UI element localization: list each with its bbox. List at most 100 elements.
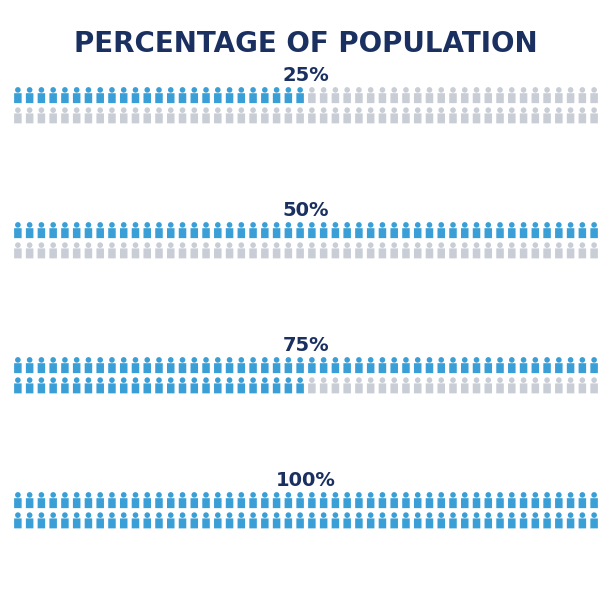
FancyBboxPatch shape	[591, 363, 598, 373]
FancyBboxPatch shape	[296, 498, 304, 508]
FancyBboxPatch shape	[143, 248, 151, 258]
FancyBboxPatch shape	[179, 383, 186, 394]
Circle shape	[192, 357, 197, 363]
Circle shape	[250, 87, 256, 92]
Circle shape	[368, 107, 373, 113]
Circle shape	[250, 378, 256, 383]
Circle shape	[321, 107, 326, 113]
Circle shape	[415, 512, 420, 518]
Circle shape	[485, 492, 491, 498]
Circle shape	[509, 242, 515, 248]
Circle shape	[403, 222, 409, 228]
Circle shape	[15, 87, 21, 92]
Circle shape	[485, 357, 491, 363]
Circle shape	[39, 378, 44, 383]
FancyBboxPatch shape	[555, 498, 562, 508]
Circle shape	[509, 512, 515, 518]
FancyBboxPatch shape	[390, 498, 398, 508]
FancyBboxPatch shape	[50, 363, 57, 373]
Circle shape	[321, 378, 326, 383]
FancyBboxPatch shape	[285, 363, 292, 373]
Circle shape	[144, 222, 150, 228]
FancyBboxPatch shape	[132, 93, 140, 103]
Circle shape	[379, 357, 385, 363]
Circle shape	[544, 87, 550, 92]
Circle shape	[144, 357, 150, 363]
FancyBboxPatch shape	[426, 248, 433, 258]
Circle shape	[50, 492, 56, 498]
FancyBboxPatch shape	[73, 363, 80, 373]
FancyBboxPatch shape	[61, 228, 69, 238]
Circle shape	[403, 512, 409, 518]
FancyBboxPatch shape	[555, 383, 562, 394]
Circle shape	[144, 378, 150, 383]
Circle shape	[27, 357, 32, 363]
FancyBboxPatch shape	[14, 383, 21, 394]
Circle shape	[332, 107, 338, 113]
FancyBboxPatch shape	[143, 498, 151, 508]
Circle shape	[250, 107, 256, 113]
FancyBboxPatch shape	[50, 93, 57, 103]
Circle shape	[509, 222, 515, 228]
Circle shape	[356, 87, 362, 92]
Circle shape	[203, 492, 209, 498]
FancyBboxPatch shape	[332, 248, 339, 258]
FancyBboxPatch shape	[496, 518, 504, 528]
FancyBboxPatch shape	[155, 228, 163, 238]
FancyBboxPatch shape	[73, 113, 80, 124]
Circle shape	[133, 87, 138, 92]
Circle shape	[556, 87, 562, 92]
FancyBboxPatch shape	[50, 498, 57, 508]
Circle shape	[556, 222, 562, 228]
Circle shape	[392, 107, 397, 113]
FancyBboxPatch shape	[50, 228, 57, 238]
Circle shape	[521, 242, 526, 248]
Circle shape	[544, 222, 550, 228]
FancyBboxPatch shape	[237, 363, 245, 373]
FancyBboxPatch shape	[108, 113, 116, 124]
Text: PERCENTAGE OF POPULATION: PERCENTAGE OF POPULATION	[74, 30, 538, 58]
FancyBboxPatch shape	[26, 363, 34, 373]
FancyBboxPatch shape	[438, 113, 445, 124]
Circle shape	[427, 492, 432, 498]
FancyBboxPatch shape	[308, 93, 316, 103]
FancyBboxPatch shape	[578, 248, 586, 258]
Circle shape	[15, 512, 21, 518]
FancyBboxPatch shape	[179, 228, 186, 238]
Circle shape	[133, 242, 138, 248]
Circle shape	[121, 242, 127, 248]
Circle shape	[544, 242, 550, 248]
Circle shape	[297, 378, 303, 383]
FancyBboxPatch shape	[296, 383, 304, 394]
Circle shape	[27, 378, 32, 383]
Circle shape	[156, 357, 162, 363]
FancyBboxPatch shape	[496, 363, 504, 373]
FancyBboxPatch shape	[343, 383, 351, 394]
FancyBboxPatch shape	[237, 498, 245, 508]
FancyBboxPatch shape	[179, 518, 186, 528]
Circle shape	[556, 107, 562, 113]
FancyBboxPatch shape	[591, 93, 598, 103]
Circle shape	[474, 242, 479, 248]
Circle shape	[332, 492, 338, 498]
FancyBboxPatch shape	[520, 363, 528, 373]
Circle shape	[474, 357, 479, 363]
Circle shape	[356, 492, 362, 498]
FancyBboxPatch shape	[543, 113, 551, 124]
FancyBboxPatch shape	[108, 498, 116, 508]
Circle shape	[356, 512, 362, 518]
FancyBboxPatch shape	[449, 113, 457, 124]
Circle shape	[438, 378, 444, 383]
Circle shape	[215, 242, 220, 248]
FancyBboxPatch shape	[472, 363, 480, 373]
FancyBboxPatch shape	[203, 228, 210, 238]
Circle shape	[379, 242, 385, 248]
Circle shape	[168, 492, 174, 498]
FancyBboxPatch shape	[543, 93, 551, 103]
Circle shape	[450, 107, 456, 113]
Circle shape	[532, 357, 538, 363]
Circle shape	[215, 492, 220, 498]
Circle shape	[286, 357, 291, 363]
FancyBboxPatch shape	[567, 93, 574, 103]
Circle shape	[356, 222, 362, 228]
